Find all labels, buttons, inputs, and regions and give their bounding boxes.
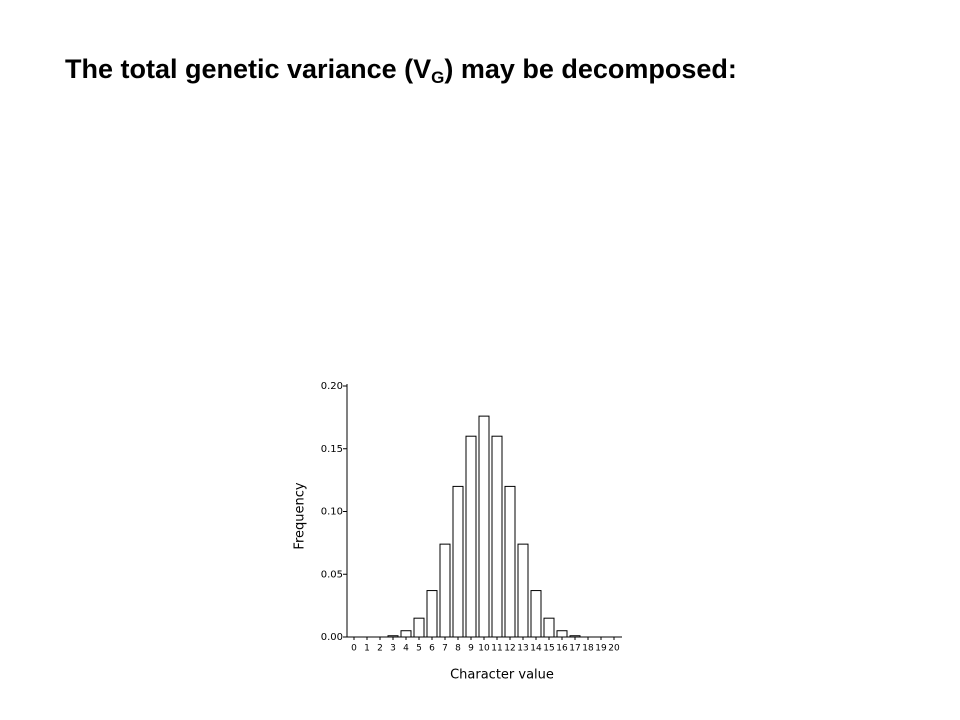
bar [504, 485, 516, 638]
x-tick-label: 4 [403, 644, 409, 654]
x-tick-label: 18 [582, 644, 594, 654]
x-tick-label: 6 [429, 644, 435, 654]
x-tick-label: 20 [608, 644, 620, 654]
y-tick-label: 0.00 [321, 632, 343, 643]
title-text: ) may be decomposed: [444, 54, 737, 84]
bar [413, 617, 425, 638]
x-axis-label: Character value [450, 668, 554, 683]
bar [452, 485, 464, 638]
bar [530, 590, 542, 638]
slide-title: The total genetic variance (VG) may be d… [65, 50, 885, 88]
x-tick-label: 8 [455, 644, 461, 654]
x-tick-label: 9 [468, 644, 474, 654]
bar [426, 590, 438, 638]
bar [400, 630, 412, 638]
x-tick-label: 1 [364, 644, 370, 654]
bar [465, 435, 477, 638]
x-tick-label: 17 [569, 644, 580, 654]
bar [478, 415, 490, 638]
title-text: The total genetic variance (V [65, 54, 432, 84]
x-tick-label: 7 [442, 644, 448, 654]
bar [491, 435, 503, 638]
bar [517, 543, 529, 638]
x-tick-label: 16 [556, 644, 568, 654]
x-tick-label: 5 [416, 644, 422, 654]
x-tick-label: 2 [377, 644, 383, 654]
x-tick-label: 13 [517, 644, 528, 654]
y-tick-label: 0.20 [321, 381, 343, 392]
bar [569, 635, 581, 638]
x-tick-label: 11 [491, 644, 502, 654]
x-tick-label: 14 [530, 644, 542, 654]
y-axis-label: Frequency [293, 482, 308, 549]
y-tick-label: 0.15 [321, 444, 343, 455]
x-tick-label: 19 [595, 644, 607, 654]
x-tick-label: 10 [478, 644, 490, 654]
bar [439, 543, 451, 638]
bar [387, 635, 399, 638]
x-tick-label: 15 [543, 644, 554, 654]
bar [556, 630, 568, 638]
x-tick-label: 3 [390, 644, 396, 654]
x-tick-label: 0 [351, 644, 357, 654]
x-tick-label: 12 [504, 644, 515, 654]
title-subscript: G [431, 68, 445, 87]
y-tick-label: 0.05 [321, 569, 343, 580]
bar [543, 617, 555, 638]
y-tick-label: 0.10 [321, 507, 343, 518]
